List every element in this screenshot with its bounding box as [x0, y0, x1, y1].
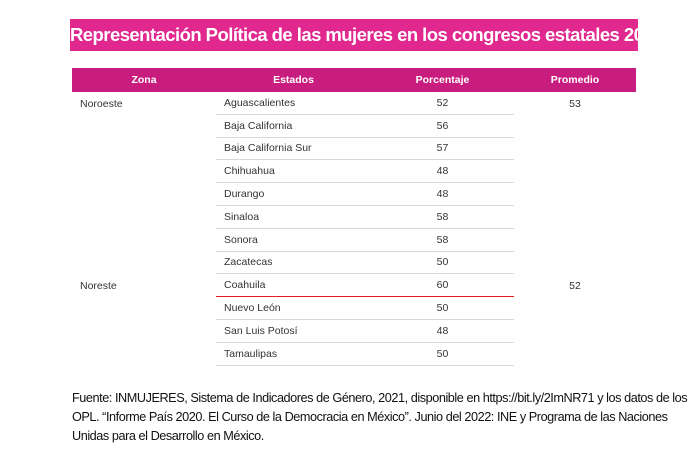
table-row: Sinaloa 58: [72, 205, 636, 229]
source-note: Fuente: INMUJERES, Sistema de Indicadore…: [72, 390, 688, 443]
percentage-cell: 50: [371, 296, 514, 320]
state-cell: Nuevo León: [216, 296, 371, 320]
state-cell: Baja California Sur: [216, 137, 371, 161]
percentage-cell: 52: [371, 92, 514, 115]
state-cell: Sonora: [216, 228, 371, 252]
percentage-cell: 57: [371, 137, 514, 161]
average-cell-noroeste: 53: [569, 98, 581, 110]
zone-cell-noreste: Noreste: [80, 279, 117, 292]
percentage-cell: 56: [371, 114, 514, 138]
state-cell: Coahuila: [216, 273, 371, 298]
table-row: Sonora 58: [72, 228, 636, 252]
percentage-cell: 50: [371, 251, 514, 275]
column-header-porcentaje: Porcentaje: [371, 68, 514, 92]
percentage-cell: 60: [371, 273, 514, 298]
percentage-cell: 48: [371, 319, 514, 343]
percentage-cell: 48: [371, 159, 514, 184]
zone-cell-noroeste: Noroeste: [80, 98, 123, 110]
percentage-cell: 48: [371, 182, 514, 206]
data-table-container: Zona Estados Porcentaje Promedio Noroest…: [72, 68, 636, 366]
state-cell: San Luis Potosí: [216, 319, 371, 343]
state-cell: Baja California: [216, 114, 371, 138]
table-row: Durango 48: [72, 182, 636, 206]
percentage-cell: 50: [371, 342, 514, 366]
column-header-zona: Zona: [72, 68, 216, 92]
table-row: San Luis Potosí 48: [72, 319, 636, 343]
state-cell: Zacatecas: [216, 251, 371, 275]
page-title: Representación Política de las mujeres e…: [70, 19, 663, 51]
state-cell: Durango: [216, 182, 371, 206]
table-row: Noroeste Aguascalientes 52 53: [72, 92, 636, 115]
percentage-cell: 58: [371, 205, 514, 229]
table-row: Baja California Sur 57: [72, 137, 636, 161]
table-row: Baja California 56: [72, 114, 636, 138]
state-cell: Sinaloa: [216, 205, 371, 229]
state-cell: Aguascalientes: [216, 92, 371, 115]
column-header-estados: Estados: [216, 68, 371, 92]
table-header-row: Zona Estados Porcentaje Promedio: [72, 68, 636, 92]
table-row: Zacatecas 50: [72, 251, 636, 275]
representation-table: Zona Estados Porcentaje Promedio Noroest…: [72, 68, 636, 366]
table-row: Tamaulipas 50: [72, 342, 636, 366]
state-cell: Tamaulipas: [216, 342, 371, 366]
state-cell: Chihuahua: [216, 159, 371, 184]
percentage-cell: 58: [371, 228, 514, 252]
table-row: Chihuahua 48: [72, 159, 636, 184]
table-row-highlighted: Noreste Coahuila 60 52: [72, 273, 636, 298]
average-cell-noreste: 52: [569, 279, 581, 292]
column-header-promedio: Promedio: [514, 68, 636, 92]
table-row: Nuevo León 50: [72, 296, 636, 320]
